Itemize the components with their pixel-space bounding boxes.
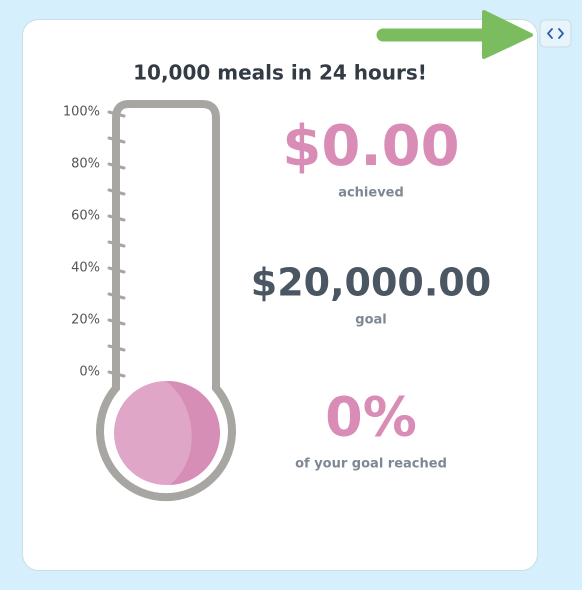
scale-tick bbox=[107, 110, 126, 118]
scale-tick bbox=[107, 344, 126, 352]
scale-tick bbox=[107, 136, 126, 144]
scale-tick bbox=[107, 240, 126, 248]
embed-button[interactable] bbox=[539, 19, 572, 48]
green-arrow bbox=[376, 10, 533, 59]
percent-value: 0% bbox=[325, 386, 417, 449]
scale-tick bbox=[107, 188, 126, 196]
achieved-value: $0.00 bbox=[282, 114, 459, 179]
scale-tick bbox=[107, 292, 126, 300]
scale-label: 60% bbox=[71, 209, 100, 224]
scale-label: 100% bbox=[63, 105, 100, 120]
goal-value: $20,000.00 bbox=[251, 261, 491, 305]
scale-label: 40% bbox=[71, 261, 100, 276]
scale-label: 20% bbox=[71, 313, 100, 328]
achieved-label: achieved bbox=[338, 186, 404, 201]
scale-tick bbox=[107, 214, 126, 222]
scale-tick bbox=[107, 370, 126, 378]
thermometer bbox=[96, 100, 236, 501]
scale-tick bbox=[107, 318, 126, 326]
widget-title: 10,000 meals in 24 hours! bbox=[133, 61, 427, 85]
scale-tick bbox=[107, 266, 126, 274]
scale-tick bbox=[107, 162, 126, 170]
scale-label: 80% bbox=[71, 157, 100, 172]
percent-label: of your goal reached bbox=[295, 457, 447, 472]
goal-label: goal bbox=[355, 313, 386, 328]
scale-label: 0% bbox=[79, 365, 100, 380]
